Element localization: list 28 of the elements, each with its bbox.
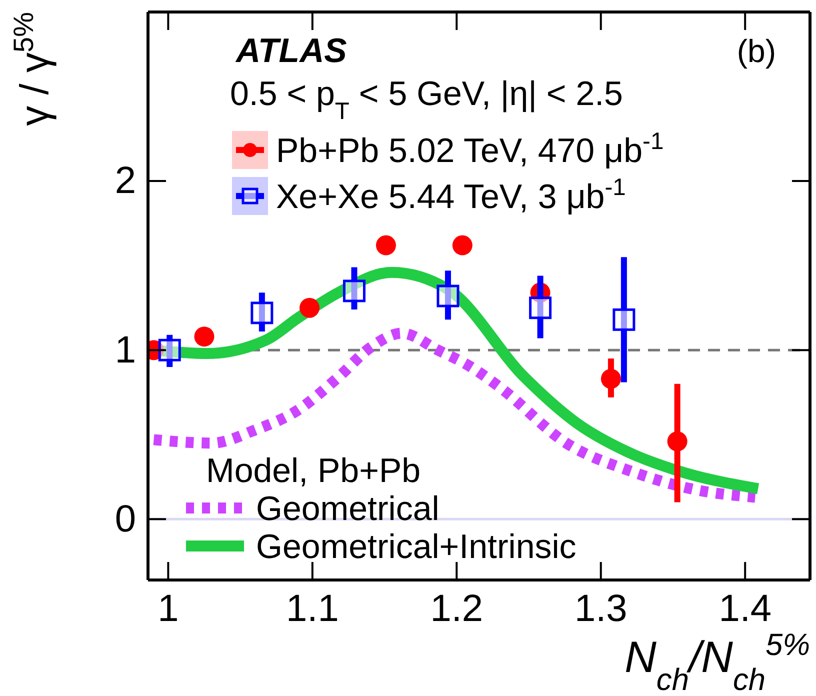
point bbox=[250, 302, 274, 324]
y-tick-label: 0 bbox=[114, 498, 136, 540]
annotation: ATLAS bbox=[235, 32, 348, 70]
point bbox=[194, 326, 214, 347]
point bbox=[600, 368, 621, 389]
point bbox=[300, 298, 320, 318]
point bbox=[436, 284, 460, 308]
legend-title: Model, Pb+Pb bbox=[206, 452, 421, 490]
y-tick-label: 1 bbox=[114, 329, 136, 372]
annotation: 0.5 < p$_{T}$ < 5 GeV, |η| < 2.5 bbox=[230, 75, 623, 124]
point bbox=[342, 280, 366, 302]
y-tick-label: 2 bbox=[114, 160, 136, 202]
point bbox=[452, 235, 472, 256]
legend-label: Geometrical+Intrinsic bbox=[256, 528, 576, 566]
x-tick-label: 1 bbox=[158, 588, 179, 630]
point bbox=[529, 296, 552, 320]
x-tick-label: 1.3 bbox=[574, 588, 628, 630]
x-tick-label: 1.4 bbox=[718, 588, 772, 630]
point bbox=[667, 431, 688, 452]
annotation: (b) bbox=[736, 33, 776, 69]
point bbox=[612, 308, 636, 331]
x-tick-label: 1.2 bbox=[430, 588, 484, 630]
point bbox=[158, 338, 181, 362]
x-tick-label: 1.1 bbox=[286, 588, 339, 630]
legend-label: Xe+Xe 5.44 TeV, 3 μb$^{-1}$ bbox=[276, 174, 626, 216]
legend-label: Pb+Pb 5.02 TeV, 470 μb$^{-1}$ bbox=[276, 128, 664, 170]
legend-label: Geometrical bbox=[256, 490, 440, 528]
point bbox=[376, 235, 396, 256]
